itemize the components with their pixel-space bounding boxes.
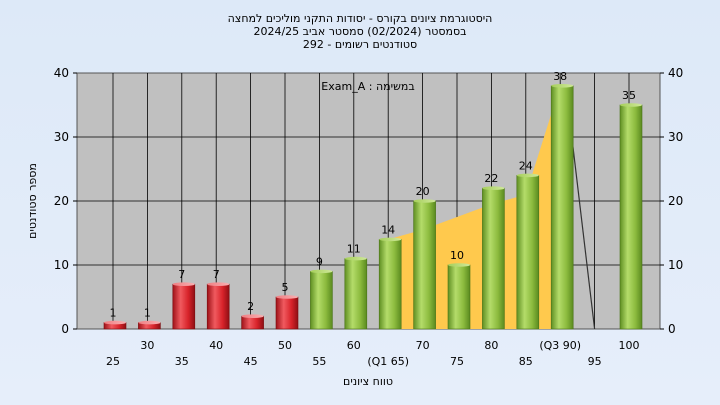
bar-100 — [619, 104, 643, 330]
y-tick-label-right: 0 — [668, 322, 676, 336]
bar-55 — [310, 271, 333, 330]
bar-top-40 — [207, 282, 230, 287]
bar-top-25 — [104, 320, 126, 325]
bar-70 — [413, 200, 436, 330]
x-tick-label: 85 — [519, 355, 533, 368]
bar-top-70 — [413, 199, 436, 203]
x-tick-label: 30 — [140, 339, 154, 352]
y-axis-title: מספר סטודנטים — [26, 163, 39, 239]
y-tick-label: 40 — [54, 66, 69, 80]
bar-top-80 — [482, 186, 505, 190]
bar-top-45 — [241, 314, 264, 319]
data-label: 20 — [416, 185, 430, 198]
bar-top-(Q3 90) — [551, 84, 574, 88]
data-label: 22 — [484, 172, 498, 185]
bar-top-55 — [310, 269, 333, 274]
x-tick-label: 75 — [450, 355, 464, 368]
chart-title-line1: היסטוגרמת ציונים בקורס - יסודות התקני מו… — [228, 12, 493, 25]
y-tick-label: 20 — [54, 194, 69, 208]
x-tick-label: 60 — [347, 339, 361, 352]
data-label: 2 — [247, 300, 254, 313]
data-label: 7 — [213, 268, 220, 281]
bar-(Q1 65) — [378, 239, 402, 330]
data-label: 1 — [110, 307, 117, 320]
bar-top-50 — [276, 295, 298, 299]
bar-top-35 — [172, 282, 195, 287]
x-tick-label: 100 — [619, 339, 640, 352]
data-label: 10 — [450, 249, 464, 262]
y-tick-label: 10 — [54, 258, 69, 272]
bar-top-(Q1 65) — [379, 237, 402, 242]
y-tick-label-right: 30 — [668, 130, 683, 144]
x-tick-label: 50 — [278, 339, 292, 352]
bar-40 — [206, 283, 230, 330]
bars-group — [103, 84, 643, 330]
y-tick-label-right: 20 — [668, 194, 683, 208]
data-label: 5 — [282, 281, 289, 294]
bar-45 — [241, 315, 264, 330]
data-label: 38 — [553, 70, 567, 83]
x-tick-label: 25 — [106, 355, 120, 368]
exam-annotation: במשימה : Exam_A — [321, 80, 414, 93]
data-label: 14 — [381, 223, 395, 236]
x-tick-label: (Q1 65) — [367, 355, 409, 368]
y-tick-label: 0 — [61, 322, 69, 336]
bar-35 — [172, 283, 196, 330]
bar-top-100 — [620, 103, 642, 107]
bar-75 — [447, 264, 471, 330]
data-label: 7 — [178, 268, 185, 281]
x-tick-label: 70 — [416, 339, 430, 352]
x-axis-title: טווח ציונים — [343, 375, 393, 388]
y-tick-label-right: 40 — [668, 66, 683, 80]
data-label: 11 — [347, 243, 361, 256]
bar-top-75 — [448, 263, 470, 267]
bar-85 — [516, 175, 540, 330]
bar-50 — [275, 296, 299, 330]
chart-title-line2: בסמסטר (02/2024) סמסטר אביב 2024/25 — [253, 25, 466, 38]
x-tick-label: (Q3 90) — [539, 339, 581, 352]
x-tick-label: 35 — [175, 355, 189, 368]
chart-title-line3: סטודנטים רשומים - 292 — [303, 38, 417, 51]
bar-80 — [482, 187, 505, 330]
x-tick-label: 40 — [209, 339, 223, 352]
data-label: 35 — [622, 89, 636, 102]
bar-top-85 — [516, 173, 539, 178]
x-tick-label: 80 — [484, 339, 498, 352]
data-label: 1 — [144, 307, 151, 320]
x-tick-label: 45 — [244, 355, 258, 368]
data-label: 24 — [519, 159, 533, 172]
x-tick-label: 55 — [312, 355, 326, 368]
y-tick-label: 30 — [54, 130, 69, 144]
bar-top-60 — [344, 256, 367, 261]
data-label: 9 — [316, 255, 323, 268]
bar-top-30 — [138, 320, 161, 325]
bar-60 — [344, 258, 368, 330]
x-tick-label: 95 — [588, 355, 602, 368]
bar-(Q3 90) — [550, 85, 574, 330]
y-tick-label-right: 10 — [668, 258, 683, 272]
